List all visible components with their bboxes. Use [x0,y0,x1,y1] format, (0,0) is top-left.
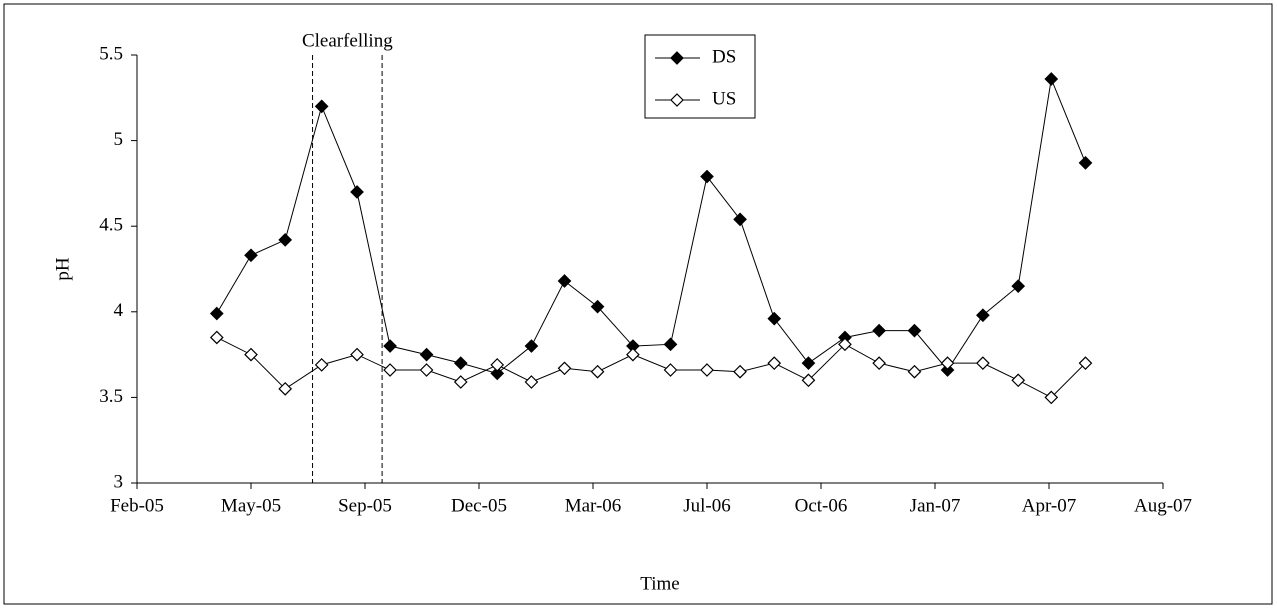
y-tick-label: 4.5 [99,215,123,236]
marker [590,364,605,379]
marker [244,347,258,362]
marker [733,364,747,379]
y-tick-label: 3.5 [99,386,123,407]
frame [3,3,1273,605]
marker [1044,72,1059,86]
marker [244,248,258,263]
marker [453,356,468,371]
marker [350,185,364,199]
marker [278,233,293,247]
x-axis-title: Time [640,573,679,594]
y-tick-label: 3 [114,471,124,492]
marker [663,363,678,377]
marker [524,375,539,389]
marker [976,356,990,371]
x-tick-label: Oct-06 [795,495,848,516]
x-tick-label: Apr-07 [1022,495,1077,516]
marker [976,308,990,323]
marker [209,330,224,345]
marker [314,358,329,372]
y-axis-title: pH [52,257,73,281]
x-tick-label: Jul-06 [683,495,731,516]
marker [557,274,572,288]
marker [419,363,434,377]
y-tick-label: 5 [114,129,124,150]
x-tick-label: Jan-07 [910,495,961,516]
marker [209,306,224,321]
legend-box [644,34,756,119]
marker [801,356,816,371]
marker [453,375,468,389]
legend-marker [670,93,684,107]
marker [700,363,714,377]
marker [314,99,329,114]
x-tick-label: May-05 [221,495,281,516]
y-tick-label: 5.5 [99,43,123,64]
marker [1078,156,1093,170]
marker [383,339,397,353]
marker [557,361,572,376]
marker [940,356,955,371]
marker [907,323,922,338]
marker [801,373,816,388]
marker [1011,373,1026,388]
legend-label: DS [712,46,736,67]
marker [1078,356,1093,371]
x-tick-label: Sep-05 [338,495,392,516]
series-line [216,337,1086,399]
marker [278,381,293,396]
marker [872,323,886,338]
marker [490,366,505,381]
marker [907,364,922,379]
x-tick-label: Dec-05 [451,495,507,516]
marker [663,337,678,352]
x-tick-label: Feb-05 [110,495,164,516]
series-line [216,77,1086,374]
marker [419,347,434,362]
marker [524,339,539,353]
marker [767,356,782,371]
marker [767,311,782,326]
legend-label: US [712,88,736,109]
marker [872,356,886,371]
marker [733,212,747,227]
x-tick-label: Aug-07 [1134,495,1192,516]
marker [350,347,364,362]
marker [700,169,714,184]
marker [1011,279,1026,293]
marker [626,347,640,362]
legend-marker [670,51,684,65]
annotation: Clearfelling [302,30,393,51]
marker [838,337,852,352]
marker [1044,390,1059,405]
marker [590,299,605,314]
x-tick-label: Mar-06 [565,495,622,516]
marker [490,358,505,372]
marker [383,363,397,377]
y-tick-label: 4 [114,300,124,321]
